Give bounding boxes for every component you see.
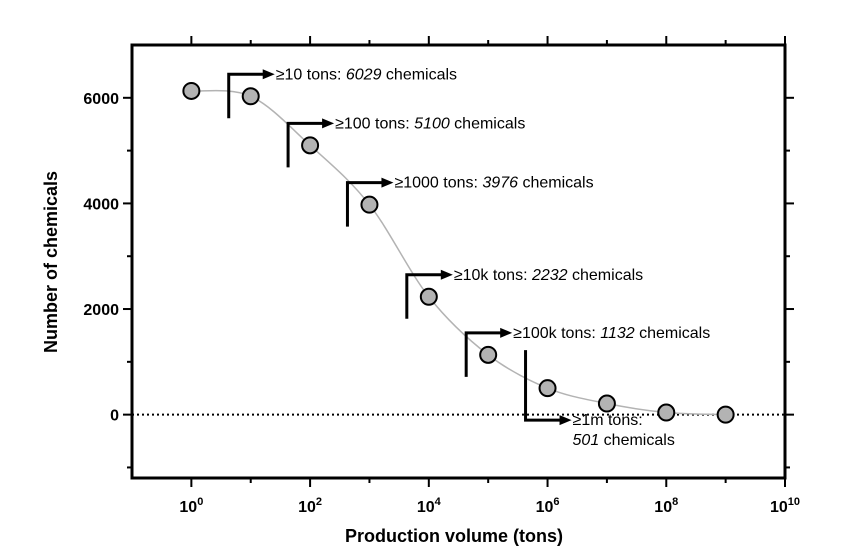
threshold-count: 5100	[414, 115, 450, 132]
threshold-label: ≥10k tons: 2232 chemicals	[454, 267, 643, 284]
x-tick-exponent: 10	[788, 496, 800, 508]
threshold-arrowhead	[381, 177, 394, 188]
x-tick-base: 10	[417, 499, 435, 516]
data-point	[419, 287, 438, 306]
x-tick-exponent: 2	[316, 496, 322, 508]
threshold-count: 2232	[531, 267, 568, 284]
y-tick-label: 0	[110, 408, 119, 425]
x-tick-label: 104	[417, 496, 442, 516]
threshold-bracket	[345, 181, 383, 227]
data-point	[241, 87, 260, 106]
threshold-arrowhead	[559, 415, 572, 426]
threshold-count: 501	[573, 432, 600, 449]
threshold-suffix: chemicals	[599, 432, 675, 449]
threshold-bracket	[227, 72, 264, 119]
threshold-suffix: chemicals	[635, 325, 711, 342]
data-point	[597, 394, 616, 413]
x-tick-base: 10	[298, 499, 316, 516]
x-tick-exponent: 6	[553, 496, 559, 508]
threshold-label: ≥10 tons: 6029 chemicals	[276, 66, 457, 83]
threshold-label-line2: 501 chemicals	[573, 432, 675, 449]
y-tick-label: 2000	[83, 302, 119, 319]
threshold-text: ≥1000 tons:	[394, 175, 482, 192]
x-tick-base: 10	[770, 499, 788, 516]
x-axis-title: Production volume (tons)	[345, 526, 563, 546]
x-tick-exponent: 8	[672, 496, 678, 508]
threshold-bracket	[464, 331, 502, 377]
y-tick-labels: 0 2000 4000 6000	[83, 91, 119, 425]
data-point	[538, 379, 557, 398]
threshold-label: ≥100 tons: 5100 chemicals	[335, 115, 525, 132]
x-tick-labels: 100 102 104 106 108 1010	[179, 496, 800, 516]
threshold-count: 6029	[346, 66, 382, 83]
threshold-suffix: chemicals	[450, 115, 526, 132]
threshold-arrowhead	[262, 69, 275, 80]
x-tick-base: 10	[179, 499, 197, 516]
threshold-label: ≥100k tons: 1132 chemicals	[513, 325, 710, 342]
x-tick-label: 106	[536, 496, 560, 516]
data-point	[182, 81, 201, 100]
threshold-count: 3976	[482, 175, 518, 192]
trend-curve	[191, 89, 726, 416]
x-tick-exponent: 0	[197, 496, 203, 508]
threshold-arrowhead	[500, 327, 513, 338]
data-point	[657, 403, 676, 422]
data-point	[716, 405, 735, 424]
trend-curve-group	[191, 89, 726, 416]
threshold-suffix: chemicals	[518, 175, 594, 192]
x-tick-base: 10	[536, 499, 554, 516]
threshold-text: ≥10 tons:	[276, 66, 346, 83]
x-tick-label: 102	[298, 496, 322, 516]
threshold-text: ≥100 tons:	[335, 115, 414, 132]
y-tick-label: 6000	[83, 91, 119, 108]
y-axis-title: Number of chemicals	[41, 171, 61, 353]
x-tick-label: 108	[654, 496, 678, 516]
data-point	[479, 345, 498, 364]
threshold-suffix: chemicals	[381, 66, 457, 83]
plot-frame	[130, 43, 787, 480]
threshold-count: 1132	[600, 325, 635, 342]
x-tick-label: 1010	[770, 496, 800, 516]
data-point	[360, 195, 379, 214]
threshold-bracket	[405, 273, 442, 319]
threshold-arrowhead	[440, 269, 453, 280]
x-tick-label: 100	[179, 496, 203, 516]
data-points	[182, 81, 735, 424]
threshold-bracket	[524, 350, 561, 422]
y-tick-label: 4000	[83, 196, 119, 213]
axis-ticks	[123, 36, 794, 487]
threshold-arrowhead	[322, 118, 335, 129]
threshold-label: ≥1m tons:	[573, 412, 643, 429]
threshold-suffix: chemicals	[568, 267, 644, 284]
x-tick-base: 10	[654, 499, 672, 516]
data-point	[301, 136, 320, 155]
x-tick-exponent: 4	[435, 496, 442, 508]
annotations: ≥10 tons: 6029 chemicals≥100 tons: 5100 …	[227, 66, 710, 449]
threshold-text: ≥100k tons:	[513, 325, 600, 342]
threshold-label: ≥1000 tons: 3976 chemicals	[394, 175, 593, 192]
threshold-text: ≥10k tons:	[454, 267, 532, 284]
threshold-bracket	[286, 121, 324, 168]
